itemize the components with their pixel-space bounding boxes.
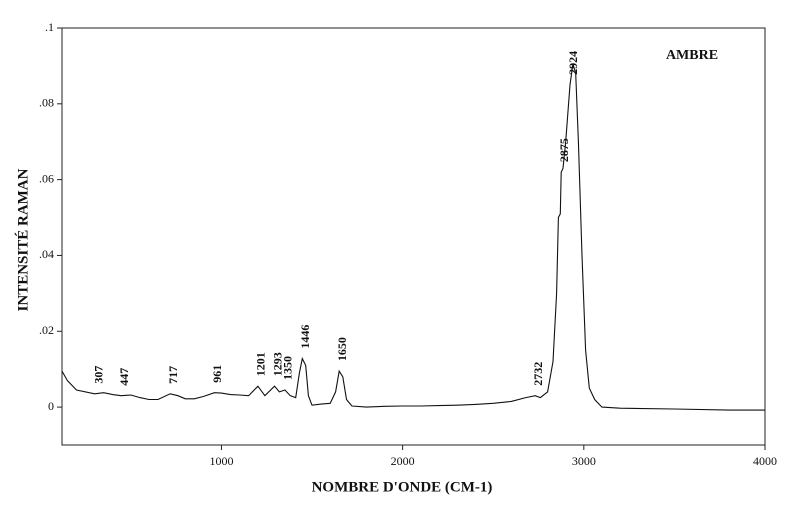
y-tick-label: .02 <box>39 323 54 337</box>
peak-label: 717 <box>166 366 180 384</box>
y-tick-label: .06 <box>39 171 54 185</box>
chart-title: AMBRE <box>666 48 718 63</box>
peak-label: 2924 <box>566 51 580 75</box>
peak-label: 1293 <box>270 352 284 376</box>
peak-label: 1350 <box>281 356 295 380</box>
spectrum-line <box>61 63 765 411</box>
x-tick-label: 1000 <box>209 454 233 468</box>
peak-label: 1446 <box>298 325 312 349</box>
y-tick-label: .08 <box>39 96 54 110</box>
peak-label: 307 <box>92 366 106 384</box>
peak-label: 961 <box>210 365 224 383</box>
plot-frame <box>61 27 766 446</box>
x-tick-label: 4000 <box>753 454 777 468</box>
y-tick-label: .04 <box>39 247 54 261</box>
y-tick-label: 0 <box>48 399 54 413</box>
peak-label: 1650 <box>335 337 349 361</box>
peak-label: 2875 <box>557 138 571 162</box>
y-tick-label: .1 <box>45 20 54 34</box>
peak-label: 2732 <box>531 362 545 386</box>
x-axis-label: NOMBRE D'ONDE (CM-1) <box>312 479 493 495</box>
x-tick-label: 2000 <box>391 454 415 468</box>
x-tick-label: 3000 <box>572 454 596 468</box>
peak-label: 1201 <box>254 352 268 376</box>
y-axis-label: INTENSITÉ RAMAN <box>14 168 31 311</box>
peak-label: 447 <box>117 368 131 386</box>
